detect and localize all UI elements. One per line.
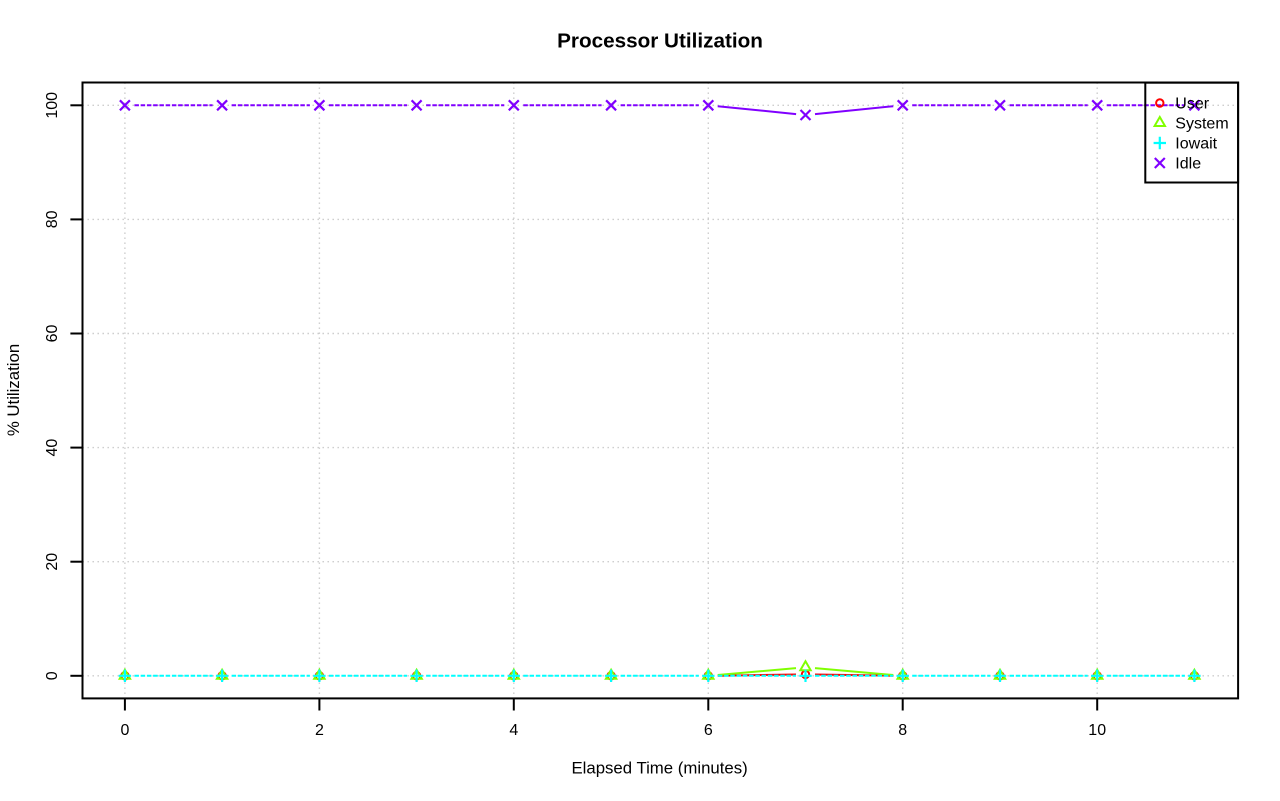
svg-text:0: 0 [120, 722, 129, 739]
svg-text:Iowait: Iowait [1175, 135, 1217, 152]
svg-text:8: 8 [898, 722, 907, 739]
svg-text:0: 0 [44, 671, 61, 680]
svg-text:User: User [1175, 95, 1209, 112]
svg-text:20: 20 [44, 553, 61, 571]
svg-text:10: 10 [1088, 722, 1106, 739]
svg-text:60: 60 [44, 325, 61, 343]
svg-text:6: 6 [704, 722, 713, 739]
svg-text:Elapsed Time (minutes): Elapsed Time (minutes) [571, 759, 747, 778]
svg-text:% Utilization: % Utilization [4, 344, 23, 436]
svg-text:Processor Utilization: Processor Utilization [557, 30, 763, 53]
svg-text:System: System [1175, 115, 1228, 132]
svg-text:80: 80 [44, 210, 61, 228]
svg-text:40: 40 [44, 439, 61, 457]
svg-text:4: 4 [509, 722, 518, 739]
svg-text:2: 2 [315, 722, 324, 739]
svg-text:100: 100 [44, 92, 61, 119]
svg-text:Idle: Idle [1175, 155, 1201, 172]
